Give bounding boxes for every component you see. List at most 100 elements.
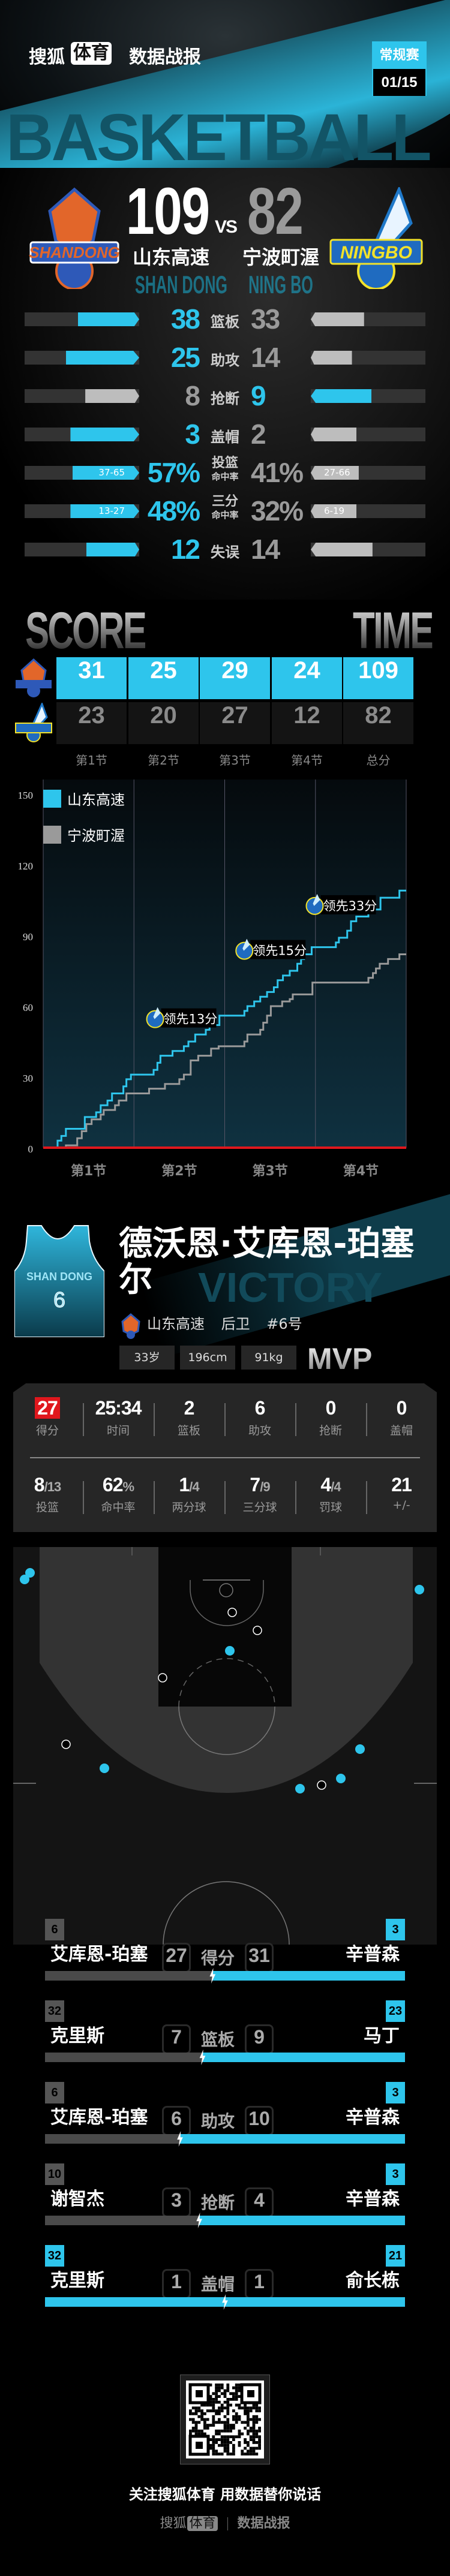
qr-module	[232, 2449, 235, 2453]
left-player-name: 艾库恩-珀塞	[50, 1944, 148, 1965]
away-quarter-score: 23	[56, 702, 127, 744]
qr-module	[220, 2452, 224, 2455]
away-stat-fill	[311, 389, 372, 403]
player-stat-value: 4/4	[295, 1474, 366, 1496]
right-player-name: 辛普森	[346, 2107, 400, 2128]
stat-separator	[224, 1481, 226, 1514]
home-quarter-score: 31	[56, 657, 127, 699]
qr-module	[203, 2418, 206, 2421]
qr-module	[197, 2415, 201, 2418]
qr-finder	[188, 2434, 210, 2456]
qr-module	[249, 2449, 253, 2453]
qr-module	[247, 2432, 250, 2436]
qr-module	[209, 2400, 212, 2404]
legend-swatch	[43, 790, 61, 808]
qr-module	[258, 2427, 261, 2430]
player-stat-0-3: 6 助攻	[224, 1397, 295, 1438]
qr-module	[223, 2392, 227, 2396]
qr-module	[206, 2427, 209, 2430]
footer-brand: 搜狐 体育 数据战报	[0, 2512, 450, 2532]
qr-module	[235, 2418, 238, 2421]
qr-frame	[180, 2375, 270, 2464]
qr-module	[252, 2403, 256, 2407]
player-stat-0-1: 25:34 时间	[83, 1397, 154, 1438]
qr-module	[197, 2406, 201, 2410]
leader-compare-bar	[45, 2213, 405, 2228]
left-leader-value: 1	[162, 2269, 191, 2299]
qr-module	[223, 2424, 227, 2427]
right-jersey-number: 3	[386, 2163, 405, 2185]
qr-module	[226, 2389, 230, 2393]
away-stat-fill: 27-66	[311, 466, 359, 480]
away-stat-bar	[311, 351, 425, 365]
lead-annotation-box	[320, 895, 376, 914]
qr-module	[258, 2441, 261, 2444]
qr-module	[218, 2429, 221, 2433]
qr-module	[220, 2403, 224, 2407]
qr-module	[215, 2421, 218, 2424]
qr-module	[235, 2435, 238, 2439]
qr-module	[238, 2415, 241, 2418]
home-stat-fill	[65, 351, 139, 365]
series-line-1	[43, 953, 406, 1149]
qr-module	[203, 2424, 206, 2427]
leader-category: 抢断	[200, 2193, 235, 2213]
right-bar-fill	[180, 2134, 405, 2144]
qr-module	[194, 2429, 198, 2433]
player-age: 33岁	[119, 1346, 175, 1370]
lead-annotation-box	[161, 1008, 217, 1028]
player-height: 196cm	[180, 1346, 235, 1370]
qr-module	[241, 2449, 244, 2453]
qr-module	[226, 2452, 230, 2455]
player-stat-number: 21	[391, 1474, 412, 1495]
legend-label: 宁波町渥	[67, 827, 125, 844]
qr-module	[212, 2418, 215, 2421]
away-stat-fill	[311, 428, 357, 441]
right-player-name: 俞长栋	[346, 2270, 400, 2291]
qr-module	[232, 2443, 235, 2447]
away-team-name: 宁波町渥	[242, 246, 319, 269]
stats-divider	[30, 1457, 420, 1458]
qr-module	[218, 2395, 221, 2398]
right-bar-fill	[202, 2053, 405, 2062]
qr-module	[252, 2418, 256, 2421]
made-shot-marker	[415, 1585, 424, 1594]
right-leader-value: 10	[245, 2106, 274, 2136]
qr-module	[252, 2432, 256, 2436]
qr-module	[229, 2403, 232, 2407]
away-stat-value: 33	[251, 303, 280, 335]
qr-module	[232, 2392, 235, 2396]
right-player-name: 辛普森	[346, 2189, 400, 2210]
made-shot-marker	[20, 1575, 29, 1584]
qr-module	[220, 2406, 224, 2410]
rocket-icon	[153, 1007, 161, 1019]
qr-module	[244, 2441, 247, 2444]
player-stat-suffix: /9	[260, 1479, 270, 1494]
stat-separator	[366, 1481, 367, 1514]
player-stat-number: 0	[325, 1397, 337, 1419]
away-score: 82	[247, 174, 304, 248]
right-leader-value: 31	[245, 1943, 274, 1973]
stat-label-text: 三分	[211, 494, 238, 509]
qr-module	[244, 2427, 247, 2430]
player-number: #6号	[266, 1316, 302, 1332]
qr-module	[247, 2409, 250, 2412]
player-stat-value: 21	[366, 1474, 437, 1496]
qr-module	[255, 2446, 259, 2450]
player-stat-number: 25:34	[95, 1397, 142, 1419]
qr-module	[220, 2392, 224, 2396]
qr-module	[232, 2398, 235, 2401]
qr-module	[215, 2400, 218, 2404]
home-quarter-score: 109	[343, 657, 413, 699]
qr-module	[241, 2421, 244, 2424]
qr-module	[218, 2412, 221, 2415]
x-tick-label: 第1节	[71, 1163, 106, 1179]
away-quarter-score: 27	[200, 702, 270, 744]
qr-module	[209, 2384, 212, 2387]
qr-module	[194, 2409, 198, 2412]
qr-module	[226, 2409, 230, 2412]
qr-code[interactable]	[186, 2381, 264, 2458]
qr-module	[252, 2441, 256, 2444]
qr-module	[238, 2429, 241, 2433]
left-player-name: 克里斯	[50, 2270, 104, 2291]
